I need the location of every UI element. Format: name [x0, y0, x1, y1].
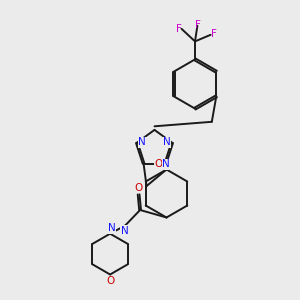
Text: N: N: [138, 137, 146, 147]
Text: F: F: [195, 20, 201, 30]
Text: N: N: [163, 137, 171, 147]
Text: O: O: [155, 158, 163, 169]
Text: F: F: [176, 24, 182, 34]
Text: N: N: [108, 223, 116, 233]
Text: F: F: [211, 29, 217, 39]
Text: O: O: [134, 183, 143, 193]
Text: O: O: [106, 276, 114, 286]
Text: N: N: [162, 159, 170, 169]
Text: N: N: [121, 226, 128, 236]
